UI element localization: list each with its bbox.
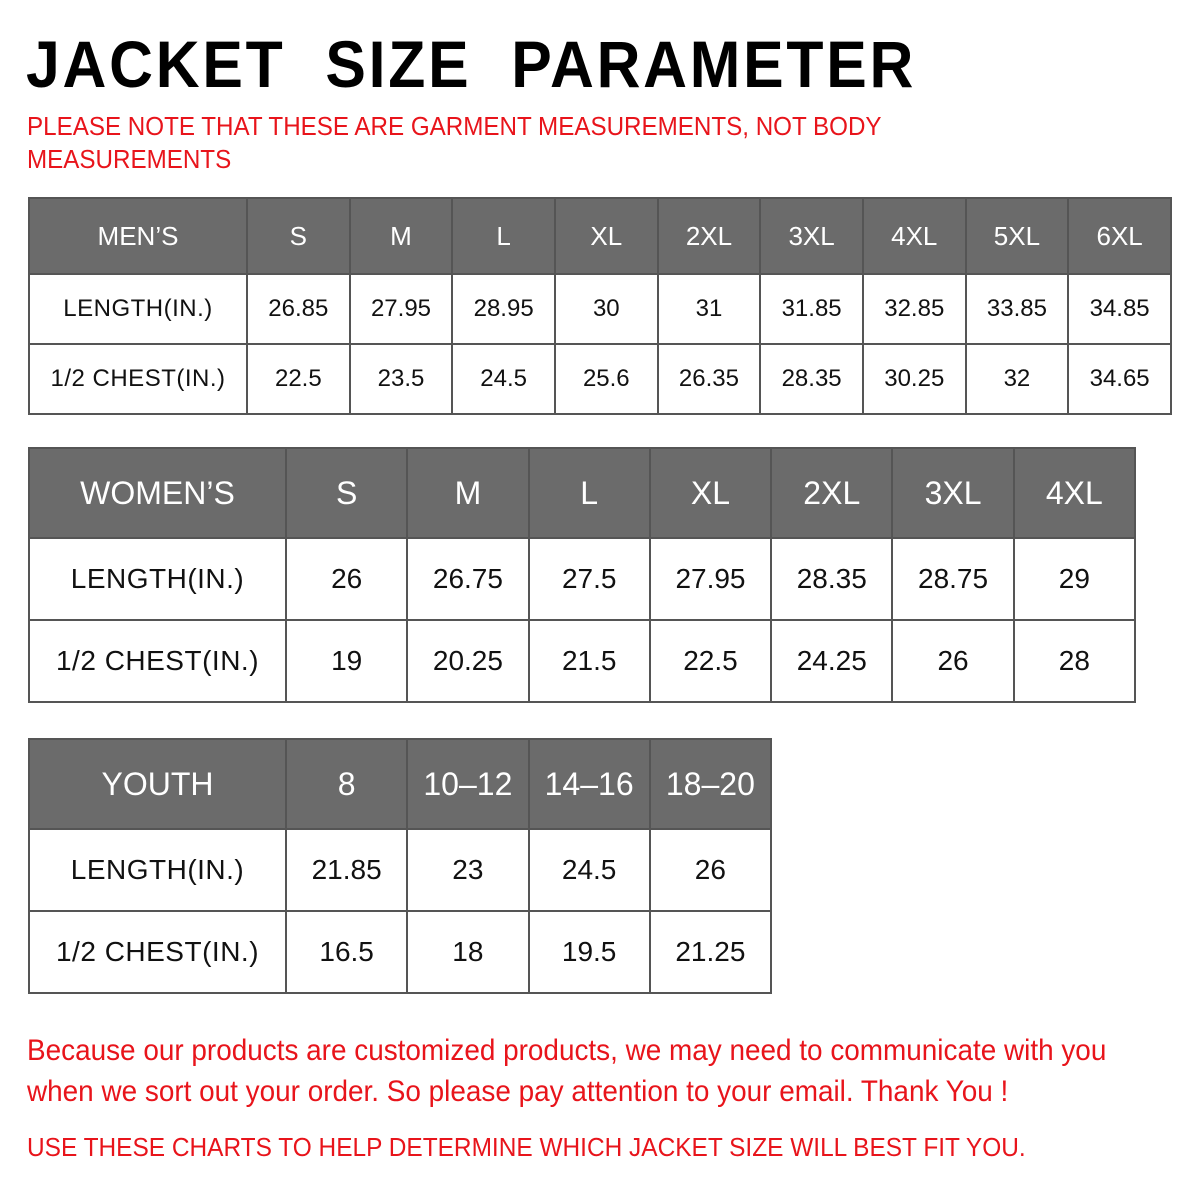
table-row: LENGTH(IN.) 26 26.75 27.5 27.95 28.35 28.75 29 <box>28 537 1137 621</box>
measurement-cell: 23 <box>406 828 530 912</box>
size-header: 18–20 <box>648 738 773 830</box>
header-row: WOMEN’S S M L XL 2XL 3XL 4XL <box>28 447 1137 539</box>
size-header: 10–12 <box>406 738 530 830</box>
measurement-cell: 26.85 <box>246 273 351 345</box>
row-label: 1/2 CHEST(IN.) <box>28 619 287 703</box>
measurement-cell: 27.5 <box>527 537 651 621</box>
youth-size-table: YOUTH 8 10–12 14–16 18–20 LENGTH(IN.) 21.85 23 2… <box>28 738 773 994</box>
measurement-cell: 34.85 <box>1067 273 1172 345</box>
measurement-cell: 28 <box>1012 619 1137 703</box>
measurement-cell: 28.75 <box>891 537 1015 621</box>
size-header: 8 <box>284 738 409 830</box>
size-header: L <box>527 447 651 539</box>
size-header: 2XL <box>770 447 894 539</box>
size-header: 2XL <box>656 197 762 275</box>
size-header: 3XL <box>759 197 864 275</box>
row-label: LENGTH(IN.) <box>28 537 287 621</box>
measurement-cell: 21.85 <box>284 828 409 912</box>
customization-notice: Because our products are customized prod… <box>27 1030 1106 1112</box>
measurement-cell: 26 <box>648 828 773 912</box>
size-header: S <box>246 197 351 275</box>
size-chart-advice: USE THESE CHARTS TO HELP DETERMINE WHICH… <box>27 1132 1026 1162</box>
header-row: MEN’S S M L XL 2XL 3XL 4XL 5XL 6XL <box>28 197 1172 275</box>
table-row: 1/2 CHEST(IN.) 16.5 18 19.5 21.25 <box>28 910 773 994</box>
measurement-cell: 22.5 <box>648 619 773 703</box>
measurement-cell: 26 <box>891 619 1015 703</box>
measurement-cell: 30 <box>553 273 659 345</box>
size-header: M <box>348 197 454 275</box>
measurement-cell: 24.25 <box>770 619 894 703</box>
customization-notice-line-1: Because our products are customized prod… <box>27 1034 1107 1067</box>
header-row: YOUTH 8 10–12 14–16 18–20 <box>28 738 773 830</box>
measurement-cell: 31.85 <box>759 273 864 345</box>
customization-notice-line-2: when we sort out your order. So please p… <box>27 1075 1009 1108</box>
measurement-cell: 25.6 <box>553 343 659 415</box>
size-header: S <box>284 447 409 539</box>
measurement-cell: 31 <box>656 273 762 345</box>
row-label: 1/2 CHEST(IN.) <box>28 910 287 994</box>
size-header: 3XL <box>891 447 1015 539</box>
table-row: 1/2 CHEST(IN.) 19 20.25 21.5 22.5 24.25 26 28 <box>28 619 1137 703</box>
garment-note: PLEASE NOTE THAT THESE ARE GARMENT MEASU… <box>27 111 882 174</box>
measurement-cell: 23.5 <box>348 343 454 415</box>
table-row: 1/2 CHEST(IN.) 22.5 23.5 24.5 25.6 26.35 28.35… <box>28 343 1172 415</box>
measurement-cell: 16.5 <box>284 910 409 994</box>
measurement-cell: 26.75 <box>406 537 530 621</box>
table-label: WOMEN’S <box>28 447 287 539</box>
womens-size-table: WOMEN’S S M L XL 2XL 3XL 4XL LENGTH(IN.) 26 26.75 2… <box>28 447 1137 703</box>
mens-size-table: MEN’S S M L XL 2XL 3XL 4XL 5XL 6XL LENGTH(IN.) 26.8… <box>28 197 1172 415</box>
measurement-cell: 28.35 <box>770 537 894 621</box>
measurement-cell: 21.25 <box>648 910 773 994</box>
measurement-cell: 28.95 <box>451 273 556 345</box>
row-label: LENGTH(IN.) <box>28 273 248 345</box>
measurement-cell: 30.25 <box>861 343 967 415</box>
size-header: 5XL <box>964 197 1070 275</box>
measurement-cell: 32.85 <box>861 273 967 345</box>
row-label: LENGTH(IN.) <box>28 828 287 912</box>
measurement-cell: 22.5 <box>246 343 351 415</box>
measurement-cell: 19.5 <box>527 910 651 994</box>
measurement-cell: 28.35 <box>759 343 864 415</box>
size-header: 4XL <box>1012 447 1137 539</box>
measurement-cell: 34.65 <box>1067 343 1172 415</box>
table-label: YOUTH <box>28 738 287 830</box>
measurement-cell: 27.95 <box>648 537 773 621</box>
size-header: 14–16 <box>527 738 651 830</box>
size-header: XL <box>553 197 659 275</box>
measurement-cell: 18 <box>406 910 530 994</box>
measurement-cell: 19 <box>284 619 409 703</box>
row-label: 1/2 CHEST(IN.) <box>28 343 248 415</box>
measurement-cell: 33.85 <box>964 273 1070 345</box>
size-header: M <box>406 447 530 539</box>
size-header: 4XL <box>861 197 967 275</box>
measurement-cell: 21.5 <box>527 619 651 703</box>
table-row: LENGTH(IN.) 21.85 23 24.5 26 <box>28 828 773 912</box>
page-title: JACKET SIZE PARAMETER <box>26 27 917 101</box>
measurement-cell: 20.25 <box>406 619 530 703</box>
measurement-cell: 32 <box>964 343 1070 415</box>
measurement-cell: 24.5 <box>451 343 556 415</box>
size-header: XL <box>648 447 773 539</box>
measurement-cell: 26 <box>284 537 409 621</box>
measurement-cell: 24.5 <box>527 828 651 912</box>
measurement-cell: 29 <box>1012 537 1137 621</box>
table-label: MEN’S <box>28 197 248 275</box>
measurement-cell: 27.95 <box>348 273 454 345</box>
measurement-cell: 26.35 <box>656 343 762 415</box>
table-row: LENGTH(IN.) 26.85 27.95 28.95 30 31 31.85 32.85… <box>28 273 1172 345</box>
size-header: 6XL <box>1067 197 1172 275</box>
size-header: L <box>451 197 556 275</box>
